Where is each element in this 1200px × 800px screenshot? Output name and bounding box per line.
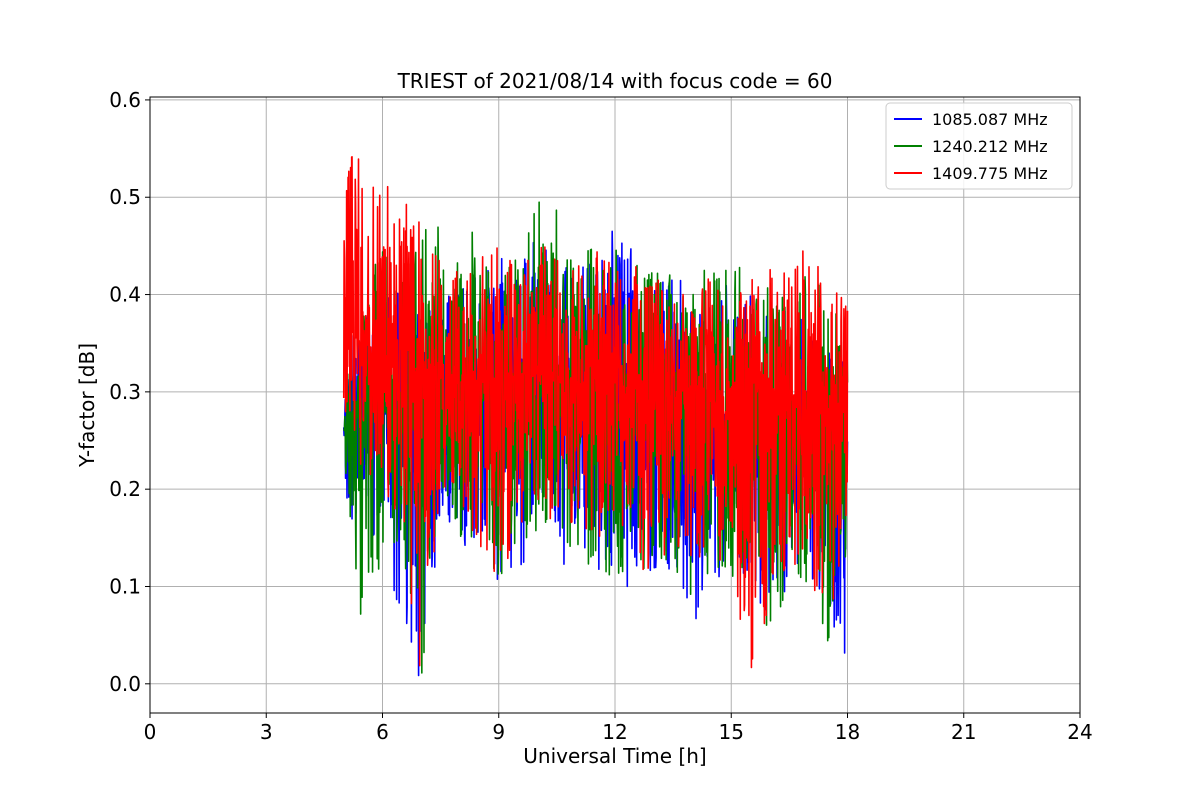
y-tick-label: 0.2 xyxy=(109,477,141,501)
y-axis: 0.0 0.1 0.2 0.3 0.4 0.5 0.6 xyxy=(109,88,150,696)
legend-label: 1085.087 MHz xyxy=(932,110,1048,129)
y-tick-label: 0.6 xyxy=(109,88,141,112)
y-tick-label: 0.3 xyxy=(109,380,141,404)
series-line xyxy=(342,155,849,669)
x-tick-label: 9 xyxy=(492,720,505,744)
x-tick-label: 24 xyxy=(1067,720,1092,744)
x-tick-label: 3 xyxy=(260,720,273,744)
legend: 1085.087 MHz 1240.212 MHz 1409.775 MHz xyxy=(885,102,1073,190)
legend-label: 1409.775 MHz xyxy=(932,164,1048,183)
x-tick-label: 0 xyxy=(144,720,157,744)
legend-label: 1240.212 MHz xyxy=(932,137,1048,156)
x-axis-label: Universal Time [h] xyxy=(523,744,706,768)
x-tick-label: 12 xyxy=(602,720,627,744)
y-tick-label: 0.1 xyxy=(109,574,141,598)
x-tick-label: 21 xyxy=(951,720,976,744)
x-tick-label: 6 xyxy=(376,720,389,744)
legend-box xyxy=(885,102,1073,190)
y-axis-label: Y-factor [dB] xyxy=(75,343,99,468)
y-tick-label: 0.5 xyxy=(109,185,141,209)
chart-title: TRIEST of 2021/08/14 with focus code = 6… xyxy=(397,69,833,93)
y-tick-label: 0.0 xyxy=(109,672,141,696)
series-layer xyxy=(342,155,849,677)
x-axis: 0 3 6 9 12 15 18 21 24 xyxy=(144,713,1093,744)
y-tick-label: 0.4 xyxy=(109,283,141,307)
x-tick-label: 15 xyxy=(719,720,744,744)
x-tick-label: 18 xyxy=(835,720,860,744)
